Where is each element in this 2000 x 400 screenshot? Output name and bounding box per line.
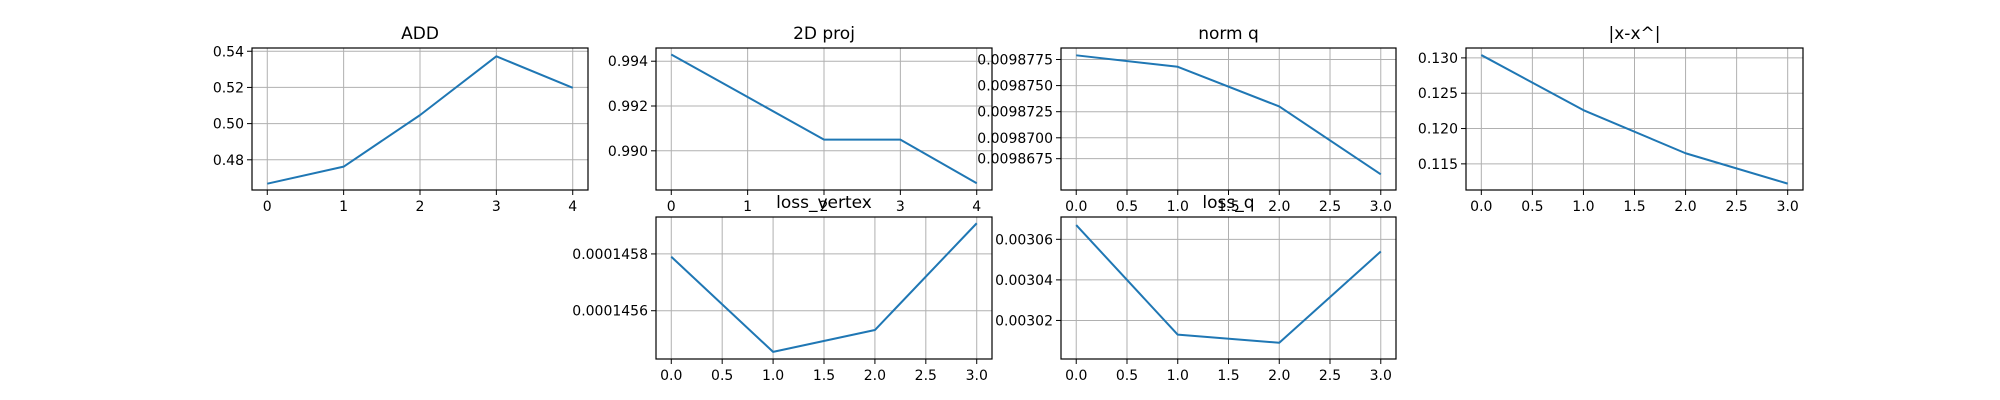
y-tick-label: 0.992 [608, 99, 648, 115]
x-tick-label: 4 [972, 199, 981, 215]
chart-title: loss_vertex [776, 193, 872, 213]
x-tick-label: 1.5 [1217, 368, 1239, 384]
subplot-4: 0.0 0.5 1.0 1.5 2.0 2.5 3.0 0.0001456 0.0001458 l… [572, 193, 993, 384]
chart-title: |x-x^| [1609, 24, 1661, 44]
y-tick-label: 0.994 [608, 54, 648, 70]
y-tick-label: 0.990 [608, 144, 648, 160]
x-tick-label: 3.0 [966, 368, 988, 384]
x-tick-label: 2.5 [915, 368, 937, 384]
x-tick-label: 1.0 [1167, 199, 1189, 215]
x-tick-label: 2 [416, 199, 425, 215]
x-tick-label: 3.0 [1777, 199, 1799, 215]
x-tick-label: 2.0 [1674, 199, 1696, 215]
chart-title: 2D proj [793, 24, 855, 44]
x-tick-label: 3 [896, 199, 905, 215]
chart-title: ADD [401, 24, 439, 44]
x-tick-label: 2 [820, 199, 829, 215]
y-tick-label: 0.50 [213, 117, 244, 133]
x-tick-label: 1 [339, 199, 348, 215]
subplot-5: 0.0 0.5 1.0 1.5 2.0 2.5 3.0 0.00302 0.00304 0.003… [995, 193, 1397, 384]
subplot-3: 0.0 0.5 1.0 1.5 2.0 2.5 3.0 0.115 0.120 0.125 0.13… [1418, 24, 1804, 215]
x-tick-label: 1.0 [1572, 199, 1594, 215]
x-tick-label: 0 [263, 199, 272, 215]
x-tick-label: 3 [492, 199, 501, 215]
x-tick-label: 2.0 [864, 368, 886, 384]
x-tick-label: 0.0 [660, 368, 682, 384]
y-tick-label: 0.0098725 [977, 105, 1053, 121]
x-tick-label: 0.0 [1065, 199, 1087, 215]
series-line [267, 55, 574, 185]
y-tick-label: 0.00304 [995, 273, 1053, 289]
x-tick-label: 1.5 [1623, 199, 1645, 215]
y-tick-label: 0.48 [213, 153, 244, 169]
y-tick-label: 0.00306 [995, 232, 1053, 248]
x-tick-label: 1.0 [762, 368, 784, 384]
subplot-0: 0 1 2 3 4 0.48 0.50 0.52 0.54 ADD [213, 24, 589, 215]
x-tick-label: 3.0 [1370, 199, 1392, 215]
y-tick-label: 0.0098675 [977, 152, 1053, 168]
subplot-2: 0.0 0.5 1.0 1.5 2.0 2.5 3.0 0.0098675 0.0098700 0… [977, 24, 1397, 215]
series-line [670, 222, 978, 353]
x-tick-label: 0.0 [1470, 199, 1492, 215]
chart-title: norm q [1198, 24, 1259, 44]
x-tick-label: 1.0 [1167, 368, 1189, 384]
y-tick-label: 0.00302 [995, 313, 1053, 329]
x-tick-label: 2.5 [1319, 368, 1341, 384]
chart-title: loss_q [1202, 193, 1254, 213]
x-tick-label: 0.5 [1116, 199, 1138, 215]
series-line [670, 53, 978, 185]
x-tick-label: 0 [667, 199, 676, 215]
x-tick-label: 4 [568, 199, 577, 215]
series-line [1076, 54, 1382, 176]
y-tick-label: 0.0098775 [977, 52, 1053, 68]
y-tick-label: 0.130 [1418, 51, 1458, 67]
y-tick-label: 0.0001458 [572, 247, 648, 263]
y-tick-label: 0.0098700 [977, 131, 1053, 147]
series-line [1075, 224, 1382, 344]
y-tick-label: 0.0098750 [977, 79, 1053, 95]
y-tick-label: 0.0001456 [572, 304, 648, 320]
x-tick-label: 2.0 [1268, 199, 1290, 215]
x-tick-label: 0.5 [711, 368, 733, 384]
x-tick-label: 0.0 [1065, 368, 1087, 384]
x-tick-label: 2.5 [1725, 199, 1747, 215]
subplot-1: 0 1 2 3 4 0.990 0.992 0.994 2D proj [608, 24, 993, 215]
y-tick-label: 0.54 [213, 44, 244, 60]
x-tick-label: 2.5 [1319, 199, 1341, 215]
y-tick-label: 0.125 [1418, 86, 1458, 102]
series-line [1480, 54, 1788, 185]
x-tick-label: 1.5 [813, 368, 835, 384]
x-tick-label: 1.5 [1217, 199, 1239, 215]
x-tick-label: 3.0 [1370, 368, 1392, 384]
x-tick-label: 0.5 [1521, 199, 1543, 215]
y-tick-label: 0.120 [1418, 122, 1458, 138]
x-tick-label: 0.5 [1116, 368, 1138, 384]
x-tick-label: 2.0 [1268, 368, 1290, 384]
y-tick-label: 0.115 [1418, 157, 1458, 173]
y-tick-label: 0.52 [213, 80, 244, 96]
x-tick-label: 1 [743, 199, 752, 215]
